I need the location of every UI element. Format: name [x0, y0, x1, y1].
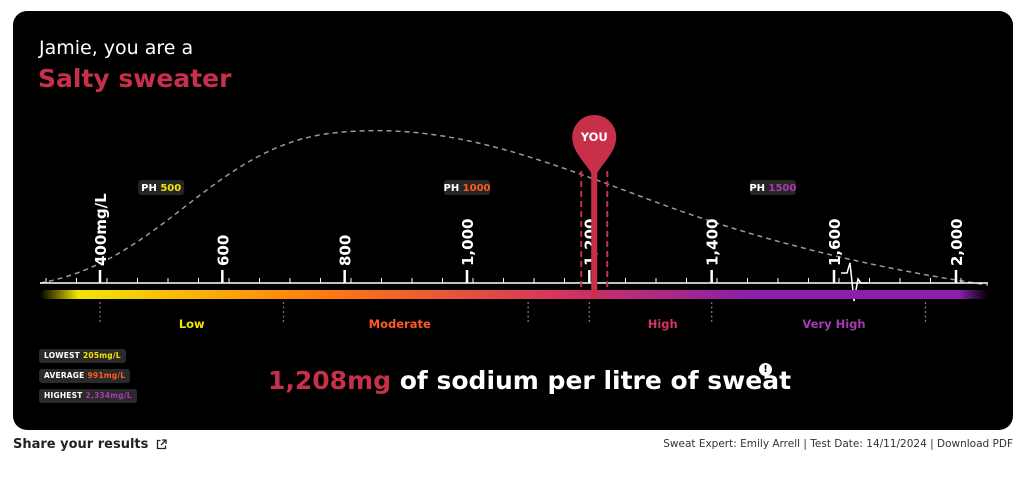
tick-label: 1,400 — [704, 219, 722, 266]
stat-lowest-label: LOWEST — [44, 351, 81, 360]
sodium-gradient-bar — [40, 290, 988, 299]
sweater-classification: Salty sweater — [38, 64, 232, 93]
download-pdf-link[interactable]: Download PDF — [937, 438, 1013, 450]
product-prefix: PH — [141, 183, 160, 194]
external-link-icon — [157, 439, 168, 450]
stat-lowest-value: 205mg/L — [83, 351, 121, 360]
sodium-summary-value: 1,208mg — [268, 366, 392, 395]
product-badge-label: PH 1500 — [749, 183, 796, 194]
product-badge — [444, 180, 490, 195]
tick-label: 1,600 — [826, 219, 844, 266]
zone-label: Very High — [802, 317, 865, 331]
you-marker-pin — [572, 115, 617, 179]
share-results-label: Share your results — [13, 437, 149, 452]
tick-label: 400mg/L — [92, 193, 110, 266]
zone-label: Moderate — [369, 317, 431, 331]
results-card: Jamie, you are a Salty sweater 400mg/L 60… — [13, 11, 1013, 430]
zone-label: Low — [179, 317, 205, 331]
stat-highest-label: HIGHEST — [44, 391, 83, 400]
zone-label: High — [648, 317, 678, 331]
info-icon[interactable]: ! — [759, 363, 772, 376]
tick-label: 800 — [337, 235, 355, 266]
product-badge-label: PH 1000 — [443, 183, 490, 194]
stat-highest: HIGHEST 2,334mg/L — [39, 389, 137, 403]
product-badge — [749, 180, 796, 195]
share-results-link[interactable]: Share your results — [13, 437, 168, 452]
sodium-summary: 1,208mg of sodium per litre of sweat — [268, 366, 791, 395]
stat-average: AVERAGE 991mg/L — [39, 369, 131, 383]
stat-lowest: LOWEST 205mg/L — [39, 349, 126, 363]
product-badge — [138, 180, 185, 195]
product-badge-label: PH 500 — [141, 183, 181, 194]
axis-break-icon — [841, 262, 868, 302]
result-intro: Jamie, you are a — [39, 37, 194, 59]
product-prefix: PH — [443, 183, 462, 194]
tick-label: 2,000 — [948, 219, 966, 266]
product-value: 1500 — [769, 183, 797, 194]
sodium-summary-text: of sodium per litre of sweat — [391, 366, 792, 395]
report-meta: Sweat Expert: Emily Arrell | Test Date: … — [663, 438, 1013, 450]
tick-label: 1,000 — [459, 219, 477, 266]
product-prefix: PH — [749, 183, 768, 194]
sodium-scale: 400mg/L 600 800 1,000 1,200 1,400 1,600 2,000Lo… — [39, 115, 989, 331]
marker-stem — [591, 171, 598, 299]
report-meta-text: Sweat Expert: Emily Arrell | Test Date: … — [663, 438, 937, 450]
product-value: 500 — [160, 183, 181, 194]
tick-label: 600 — [214, 235, 232, 266]
stat-highest-value: 2,334mg/L — [85, 391, 132, 400]
product-value: 1000 — [463, 183, 491, 194]
distribution-curve — [39, 129, 989, 286]
you-marker-label: YOU — [580, 130, 608, 144]
stat-average-value: 991mg/L — [87, 371, 126, 380]
stat-average-label: AVERAGE — [44, 371, 85, 380]
